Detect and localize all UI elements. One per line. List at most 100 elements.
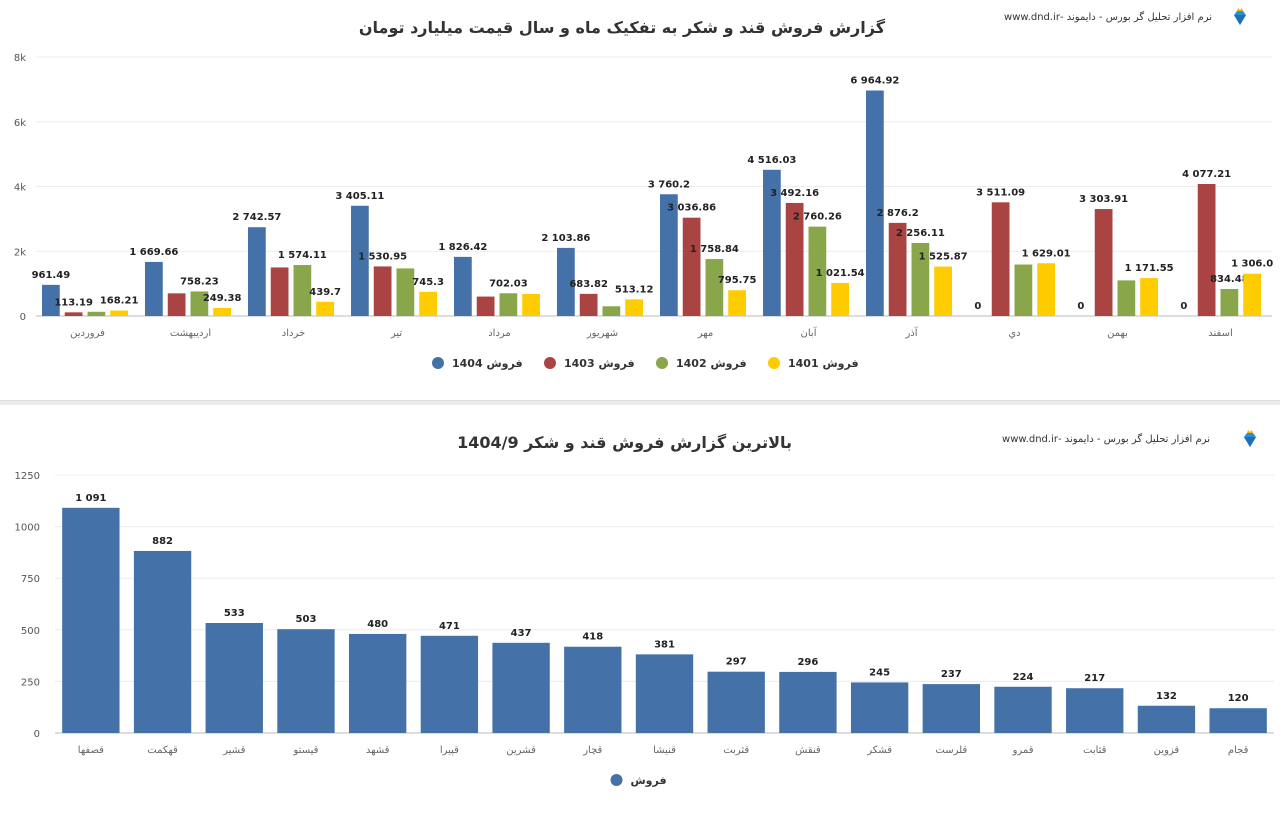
- bar: [87, 311, 106, 316]
- y-tick-label: 8k: [14, 53, 26, 64]
- x-tick-label: فروردین: [70, 328, 105, 339]
- bar: [991, 202, 1010, 316]
- data-label: 1 525.87: [919, 252, 968, 263]
- data-label: 249.38: [203, 293, 242, 304]
- y-tick-label: 6k: [14, 118, 26, 129]
- bar: [396, 268, 415, 316]
- data-label: 224: [1013, 672, 1034, 683]
- bar: [348, 633, 407, 733]
- bar: [1137, 705, 1196, 733]
- top-bar-chart: 0 2k 4k 6k 8k فروردین اردیبهشت خرداد تیر مرداد شهر…: [14, 53, 1273, 370]
- diamond-logo-icon: [1244, 430, 1256, 447]
- x-tick-label: اردیبهشت: [170, 328, 211, 339]
- data-label: 3 303.91: [1079, 194, 1128, 205]
- data-label: 1 091: [75, 493, 106, 504]
- bar: [602, 306, 621, 316]
- data-label: 882: [152, 536, 173, 547]
- bar: [316, 301, 334, 316]
- x-tick-label: قمرو: [1012, 745, 1034, 756]
- data-label: 237: [941, 669, 962, 680]
- bar: [133, 550, 192, 733]
- legend-marker: [432, 357, 444, 369]
- data-label: 503: [296, 614, 317, 625]
- legend-marker: [768, 357, 780, 369]
- data-label: 513.12: [615, 284, 654, 295]
- bar: [499, 293, 518, 316]
- data-label: 4 516.03: [747, 155, 796, 166]
- data-label: 0: [1077, 301, 1084, 312]
- bar: [705, 259, 724, 316]
- bar: [564, 646, 622, 733]
- bar: [213, 307, 231, 316]
- top-chart-panel: گزارش فروش قند و شکر به تفکیک ماه و سال …: [0, 0, 1280, 400]
- data-label: 0: [1180, 301, 1187, 312]
- data-label: 439.7: [309, 287, 341, 298]
- bar: [1117, 280, 1136, 316]
- legend-label: فروش 1404: [452, 357, 523, 370]
- legend-marker: [610, 774, 623, 786]
- data-label: 120: [1228, 693, 1249, 704]
- bar: [62, 507, 120, 733]
- x-tick-label: قشرین: [506, 745, 536, 756]
- data-label: 217: [1084, 673, 1105, 684]
- x-tick-label: قشهد: [366, 745, 390, 756]
- bar: [293, 265, 312, 316]
- bar: [934, 266, 952, 316]
- x-tick-label: قهکمت: [147, 745, 178, 756]
- data-label: 1 306.0: [1231, 259, 1273, 270]
- bar: [1243, 273, 1261, 316]
- x-tick-label: قچار: [582, 745, 602, 756]
- x-tick-label: اسفند: [1208, 328, 1232, 339]
- bar: [994, 686, 1052, 733]
- y-tick-label: 0: [34, 729, 40, 740]
- brand-text: نرم افزار تحلیل گر بورس - دایموند -www.d…: [1002, 434, 1210, 445]
- data-label: 3 492.16: [770, 188, 819, 199]
- bar: [492, 642, 550, 733]
- bar: [277, 629, 335, 733]
- x-tick-label: قیستو: [293, 745, 319, 756]
- data-label: 683.82: [569, 279, 608, 290]
- data-label: 3 760.2: [648, 179, 690, 190]
- y-tick-label: 750: [21, 574, 40, 585]
- x-tick-label: بهمن: [1107, 328, 1128, 339]
- bar: [831, 282, 849, 316]
- bar: [454, 256, 472, 316]
- y-tick-label: 0: [20, 312, 26, 323]
- x-tick-label: خرداد: [282, 328, 305, 339]
- bar: [625, 299, 643, 316]
- data-label: 296: [797, 657, 818, 668]
- data-label: 4 077.21: [1182, 169, 1231, 180]
- x-tick-label: تیر: [390, 328, 403, 339]
- legend-label: فروش: [631, 774, 667, 787]
- legend-label: فروش 1401: [788, 357, 859, 370]
- data-label: 1 629.01: [1022, 248, 1071, 259]
- x-tick-label: قثابت: [1083, 745, 1107, 756]
- y-tick-label: 250: [21, 677, 40, 688]
- bar: [866, 90, 884, 316]
- x-tick-label: شهریور: [586, 328, 618, 339]
- x-tick-label: قثربت: [723, 745, 749, 756]
- x-tick-label: مرداد: [488, 328, 511, 339]
- bar: [557, 247, 575, 316]
- data-label: 2 256.11: [896, 228, 945, 239]
- legend-label: فروش 1402: [676, 357, 747, 370]
- bar: [579, 293, 598, 316]
- bar: [190, 291, 209, 316]
- data-label: 113.19: [54, 297, 93, 308]
- bottom-chart-panel: بالاترین گزارش فروش قند و شکر 1404/9 نرم…: [0, 405, 1280, 819]
- bar: [248, 227, 266, 316]
- bar: [922, 684, 981, 733]
- data-label: 2 742.57: [232, 212, 281, 223]
- data-label: 2 876.2: [877, 208, 919, 219]
- bar: [763, 169, 781, 316]
- data-label: 702.03: [489, 278, 528, 289]
- data-label: 961.49: [32, 270, 71, 281]
- data-label: 533: [224, 608, 245, 619]
- bar: [1066, 688, 1124, 733]
- bar: [779, 671, 837, 733]
- bar: [707, 671, 765, 733]
- bar: [1220, 288, 1239, 316]
- x-tick-label: قنقش: [795, 745, 821, 756]
- data-label: 1 574.11: [278, 250, 327, 261]
- bar: [1037, 263, 1055, 316]
